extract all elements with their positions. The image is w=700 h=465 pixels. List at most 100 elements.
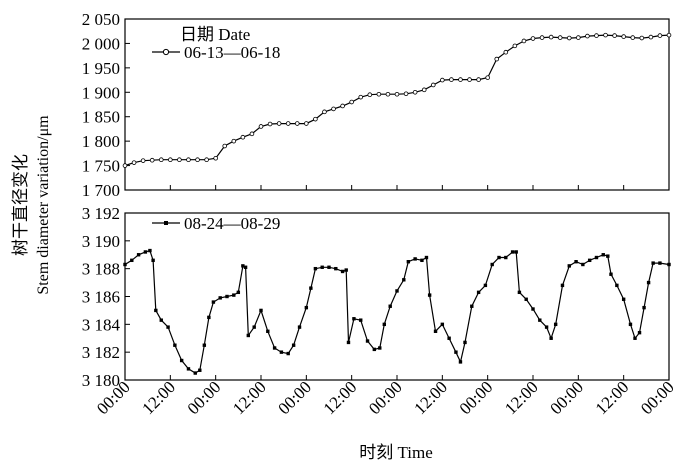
data-point	[149, 157, 155, 163]
data-point	[211, 300, 216, 304]
data-point	[447, 336, 451, 340]
data-point	[420, 258, 424, 263]
data-point	[630, 35, 636, 40]
data-point	[403, 91, 409, 97]
data-point	[130, 258, 134, 263]
data-point	[322, 109, 327, 115]
y-tick-label: 3 182	[82, 343, 120, 362]
data-point	[173, 343, 177, 347]
data-point	[427, 293, 432, 297]
data-point	[621, 34, 626, 39]
data-point	[331, 106, 336, 112]
data-point	[657, 33, 663, 38]
data-point	[231, 138, 237, 144]
data-point	[594, 255, 599, 260]
y-tick-label: 3 186	[82, 288, 120, 307]
legend-label: 08-24—08-29	[184, 214, 280, 233]
data-point	[334, 266, 338, 271]
data-point	[504, 255, 508, 260]
data-point	[476, 290, 481, 295]
data-point	[140, 158, 146, 163]
data-point	[159, 318, 163, 322]
data-point	[148, 248, 152, 253]
data-point	[340, 269, 345, 274]
data-point	[286, 351, 290, 356]
y-tick-label: 3 180	[82, 371, 120, 390]
y-tick-label: 3 192	[82, 204, 120, 223]
legend-marker	[164, 221, 168, 225]
panel-top: 1 700 1 750 1 800 1 850 1 900 1 950 2 000 2 050…	[82, 10, 672, 200]
plot-frame	[124, 212, 670, 381]
data-point	[246, 333, 251, 338]
data-point	[544, 325, 549, 329]
data-point	[567, 264, 571, 268]
y-tick-label: 3 190	[82, 232, 120, 251]
data-point	[594, 33, 599, 38]
data-point	[413, 257, 417, 261]
data-point	[430, 82, 436, 88]
data-point	[202, 343, 207, 347]
data-point	[538, 318, 542, 322]
data-point	[557, 35, 563, 40]
data-point	[313, 266, 318, 271]
data-point	[510, 250, 515, 254]
data-point	[346, 340, 351, 345]
x-tick-label: 00:00	[456, 377, 497, 418]
data-point	[168, 157, 173, 163]
x-tick-label: 00:00	[365, 377, 406, 418]
data-point	[628, 322, 633, 327]
y-tick-label: 3 184	[82, 315, 121, 334]
data-point	[517, 290, 522, 295]
data-point	[512, 43, 518, 49]
y-tick-label: 2 000	[82, 34, 120, 53]
data-point	[365, 339, 370, 343]
data-point	[294, 121, 300, 126]
data-point	[352, 317, 356, 321]
data-point	[560, 283, 565, 288]
data-point	[213, 155, 218, 161]
x-tick-label: 12:00	[138, 377, 179, 418]
data-point	[177, 157, 182, 163]
data-point	[382, 322, 387, 327]
legend-label: 06-13—06-18	[184, 43, 280, 62]
data-point	[376, 91, 382, 97]
data-point	[470, 304, 474, 308]
data-point	[454, 350, 458, 354]
data-point	[433, 329, 438, 333]
data-point	[394, 91, 400, 97]
data-point	[385, 91, 391, 97]
y-tick-label: 1 950	[82, 59, 120, 78]
data-point	[166, 325, 170, 329]
data-point	[218, 296, 222, 300]
data-point	[186, 367, 191, 371]
x-axis-label: 时刻 Time	[359, 443, 433, 462]
y-axis-label-en: Stem diameter variation/μm	[35, 115, 52, 295]
data-point	[204, 157, 209, 163]
y-tick-label: 1 750	[82, 157, 120, 176]
data-point	[440, 77, 445, 83]
data-point	[490, 262, 494, 267]
data-point	[258, 124, 264, 129]
data-point	[225, 294, 229, 299]
data-point	[291, 343, 296, 347]
x-tick-label: 12:00	[320, 377, 361, 418]
data-point	[637, 330, 642, 335]
data-point	[395, 289, 399, 293]
data-point	[581, 262, 585, 267]
data-point	[272, 346, 277, 350]
data-point	[458, 360, 463, 364]
data-point	[503, 49, 509, 55]
data-point	[476, 77, 481, 82]
data-point	[458, 77, 463, 82]
data-point	[606, 254, 610, 258]
data-point	[249, 131, 255, 137]
data-point	[154, 308, 158, 313]
y-tick-label: 1 900	[82, 83, 120, 102]
data-point	[327, 265, 331, 269]
data-point	[358, 94, 364, 100]
data-point	[276, 121, 282, 126]
y-axis-label-cn: 树干直径变化	[11, 154, 30, 256]
data-point	[259, 308, 263, 313]
data-point	[412, 89, 418, 95]
legend-title: 日期 Date	[180, 25, 250, 44]
